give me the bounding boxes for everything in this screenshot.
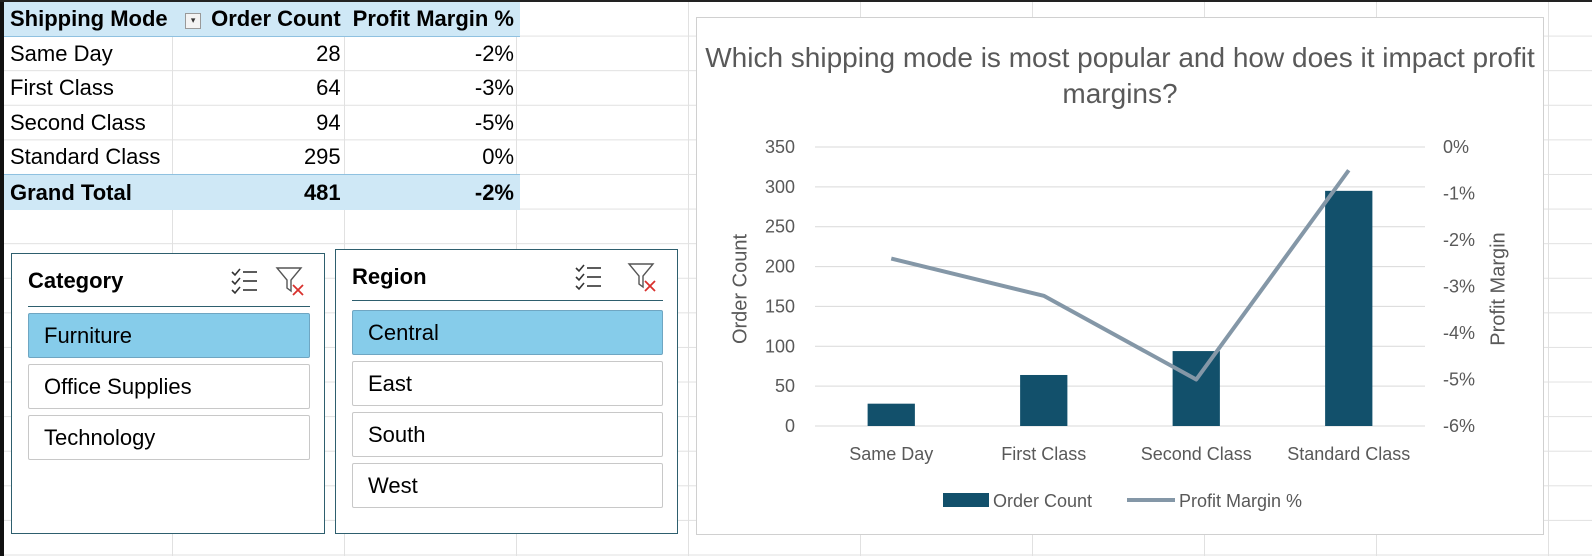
slicer-divider bbox=[28, 306, 310, 307]
cell-margin[interactable]: -3% bbox=[474, 75, 514, 101]
slicer-title: Region bbox=[352, 264, 427, 289]
y-tick-label: 0 bbox=[785, 416, 795, 436]
window-edge bbox=[0, 0, 4, 556]
y-tick-label: 200 bbox=[765, 257, 795, 277]
cell-total-margin[interactable]: -2% bbox=[346, 174, 520, 210]
y2-tick-label: -1% bbox=[1443, 184, 1475, 204]
slicer-item-central[interactable]: Central bbox=[352, 310, 663, 355]
slicer-title: Category bbox=[28, 268, 124, 293]
clear-filter-icon[interactable] bbox=[274, 264, 306, 296]
bar bbox=[867, 403, 915, 426]
bar bbox=[1020, 374, 1068, 426]
y2-tick-label: -6% bbox=[1443, 416, 1475, 436]
table-row: Second Class 94 -5% bbox=[4, 106, 520, 141]
x-tick-label: Standard Class bbox=[1287, 444, 1410, 464]
header-shipping-mode-label: Shipping Mode bbox=[10, 6, 168, 32]
multi-select-icon[interactable] bbox=[572, 260, 604, 292]
slicer-item-south[interactable]: South bbox=[352, 412, 663, 457]
chart-plot: 0 50 100 150 200 250 300 350 -6% -5% -4% -3% -2% -1% 0… bbox=[765, 137, 1475, 511]
cell-margin[interactable]: -5% bbox=[474, 110, 514, 136]
profit-margin-line bbox=[890, 169, 1351, 382]
y-tick-label: 350 bbox=[765, 137, 795, 157]
pivot-header-row: Shipping Mode ▾ Order Count Profit Margi… bbox=[4, 2, 520, 38]
slicer-divider bbox=[352, 300, 663, 301]
pivot-table: Shipping Mode ▾ Order Count Profit Margi… bbox=[4, 2, 520, 210]
y-tick-label: 150 bbox=[765, 296, 795, 316]
category-slicer: Category Furniture Office Supplies Techn… bbox=[11, 253, 325, 534]
x-tick-label: Same Day bbox=[849, 444, 933, 464]
legend-label: Order Count bbox=[993, 491, 1092, 511]
y2-tick-label: 0% bbox=[1443, 137, 1469, 157]
table-row: Standard Class 295 0% bbox=[4, 140, 520, 175]
region-slicer: Region Central East South West bbox=[335, 249, 678, 534]
clear-filter-icon[interactable] bbox=[626, 260, 658, 292]
grand-total-row: Grand Total 481 -2% bbox=[4, 174, 520, 210]
y2-tick-label: -2% bbox=[1443, 230, 1475, 250]
filter-dropdown-icon[interactable]: ▾ bbox=[185, 13, 202, 29]
y-tick-label: 300 bbox=[765, 177, 795, 197]
cell-mode[interactable]: Standard Class bbox=[10, 144, 161, 170]
y2-tick-label: -3% bbox=[1443, 277, 1475, 297]
cell-mode[interactable]: First Class bbox=[10, 75, 114, 101]
y-tick-label: 250 bbox=[765, 217, 795, 237]
slicer-item-east[interactable]: East bbox=[352, 361, 663, 406]
x-tick-label: Second Class bbox=[1141, 444, 1252, 464]
cell-count[interactable]: 64 bbox=[316, 75, 341, 101]
y2-tick-label: -5% bbox=[1443, 370, 1475, 390]
legend-swatch-bars bbox=[943, 493, 989, 507]
y2-tick-label: -4% bbox=[1443, 323, 1475, 343]
slicer-item-west[interactable]: West bbox=[352, 463, 663, 508]
cell-margin[interactable]: 0% bbox=[482, 144, 514, 170]
cell-count[interactable]: 28 bbox=[316, 41, 341, 67]
combo-chart[interactable]: Which shipping mode is most popular and … bbox=[696, 17, 1544, 535]
cell-count[interactable]: 295 bbox=[303, 144, 341, 170]
window-edge-top bbox=[0, 0, 1592, 2]
cell-count[interactable]: 94 bbox=[316, 110, 341, 136]
legend-label: Profit Margin % bbox=[1179, 491, 1302, 511]
table-row: Same Day 28 -2% bbox=[4, 37, 520, 72]
multi-select-icon[interactable] bbox=[228, 264, 260, 296]
slicer-item-office-supplies[interactable]: Office Supplies bbox=[28, 364, 310, 409]
y-tick-label: 100 bbox=[765, 336, 795, 356]
cell-mode[interactable]: Second Class bbox=[10, 110, 146, 136]
slicer-item-furniture[interactable]: Furniture bbox=[28, 313, 310, 358]
x-tick-label: First Class bbox=[1001, 444, 1086, 464]
cell-total-label[interactable]: Grand Total bbox=[4, 174, 206, 210]
header-profit-margin[interactable]: Profit Margin % bbox=[346, 2, 520, 38]
y-tick-label: 50 bbox=[775, 376, 795, 396]
cell-margin[interactable]: -2% bbox=[474, 41, 514, 67]
slicer-item-technology[interactable]: Technology bbox=[28, 415, 310, 460]
bar bbox=[1325, 190, 1373, 426]
table-row: First Class 64 -3% bbox=[4, 71, 520, 106]
header-shipping-mode[interactable]: Shipping Mode ▾ bbox=[4, 2, 206, 38]
header-order-count[interactable]: Order Count bbox=[205, 2, 347, 38]
chart-title: Which shipping mode is most popular and … bbox=[705, 42, 1535, 109]
bar bbox=[1172, 351, 1220, 426]
cell-mode[interactable]: Same Day bbox=[10, 41, 113, 67]
cell-total-count[interactable]: 481 bbox=[205, 174, 347, 210]
